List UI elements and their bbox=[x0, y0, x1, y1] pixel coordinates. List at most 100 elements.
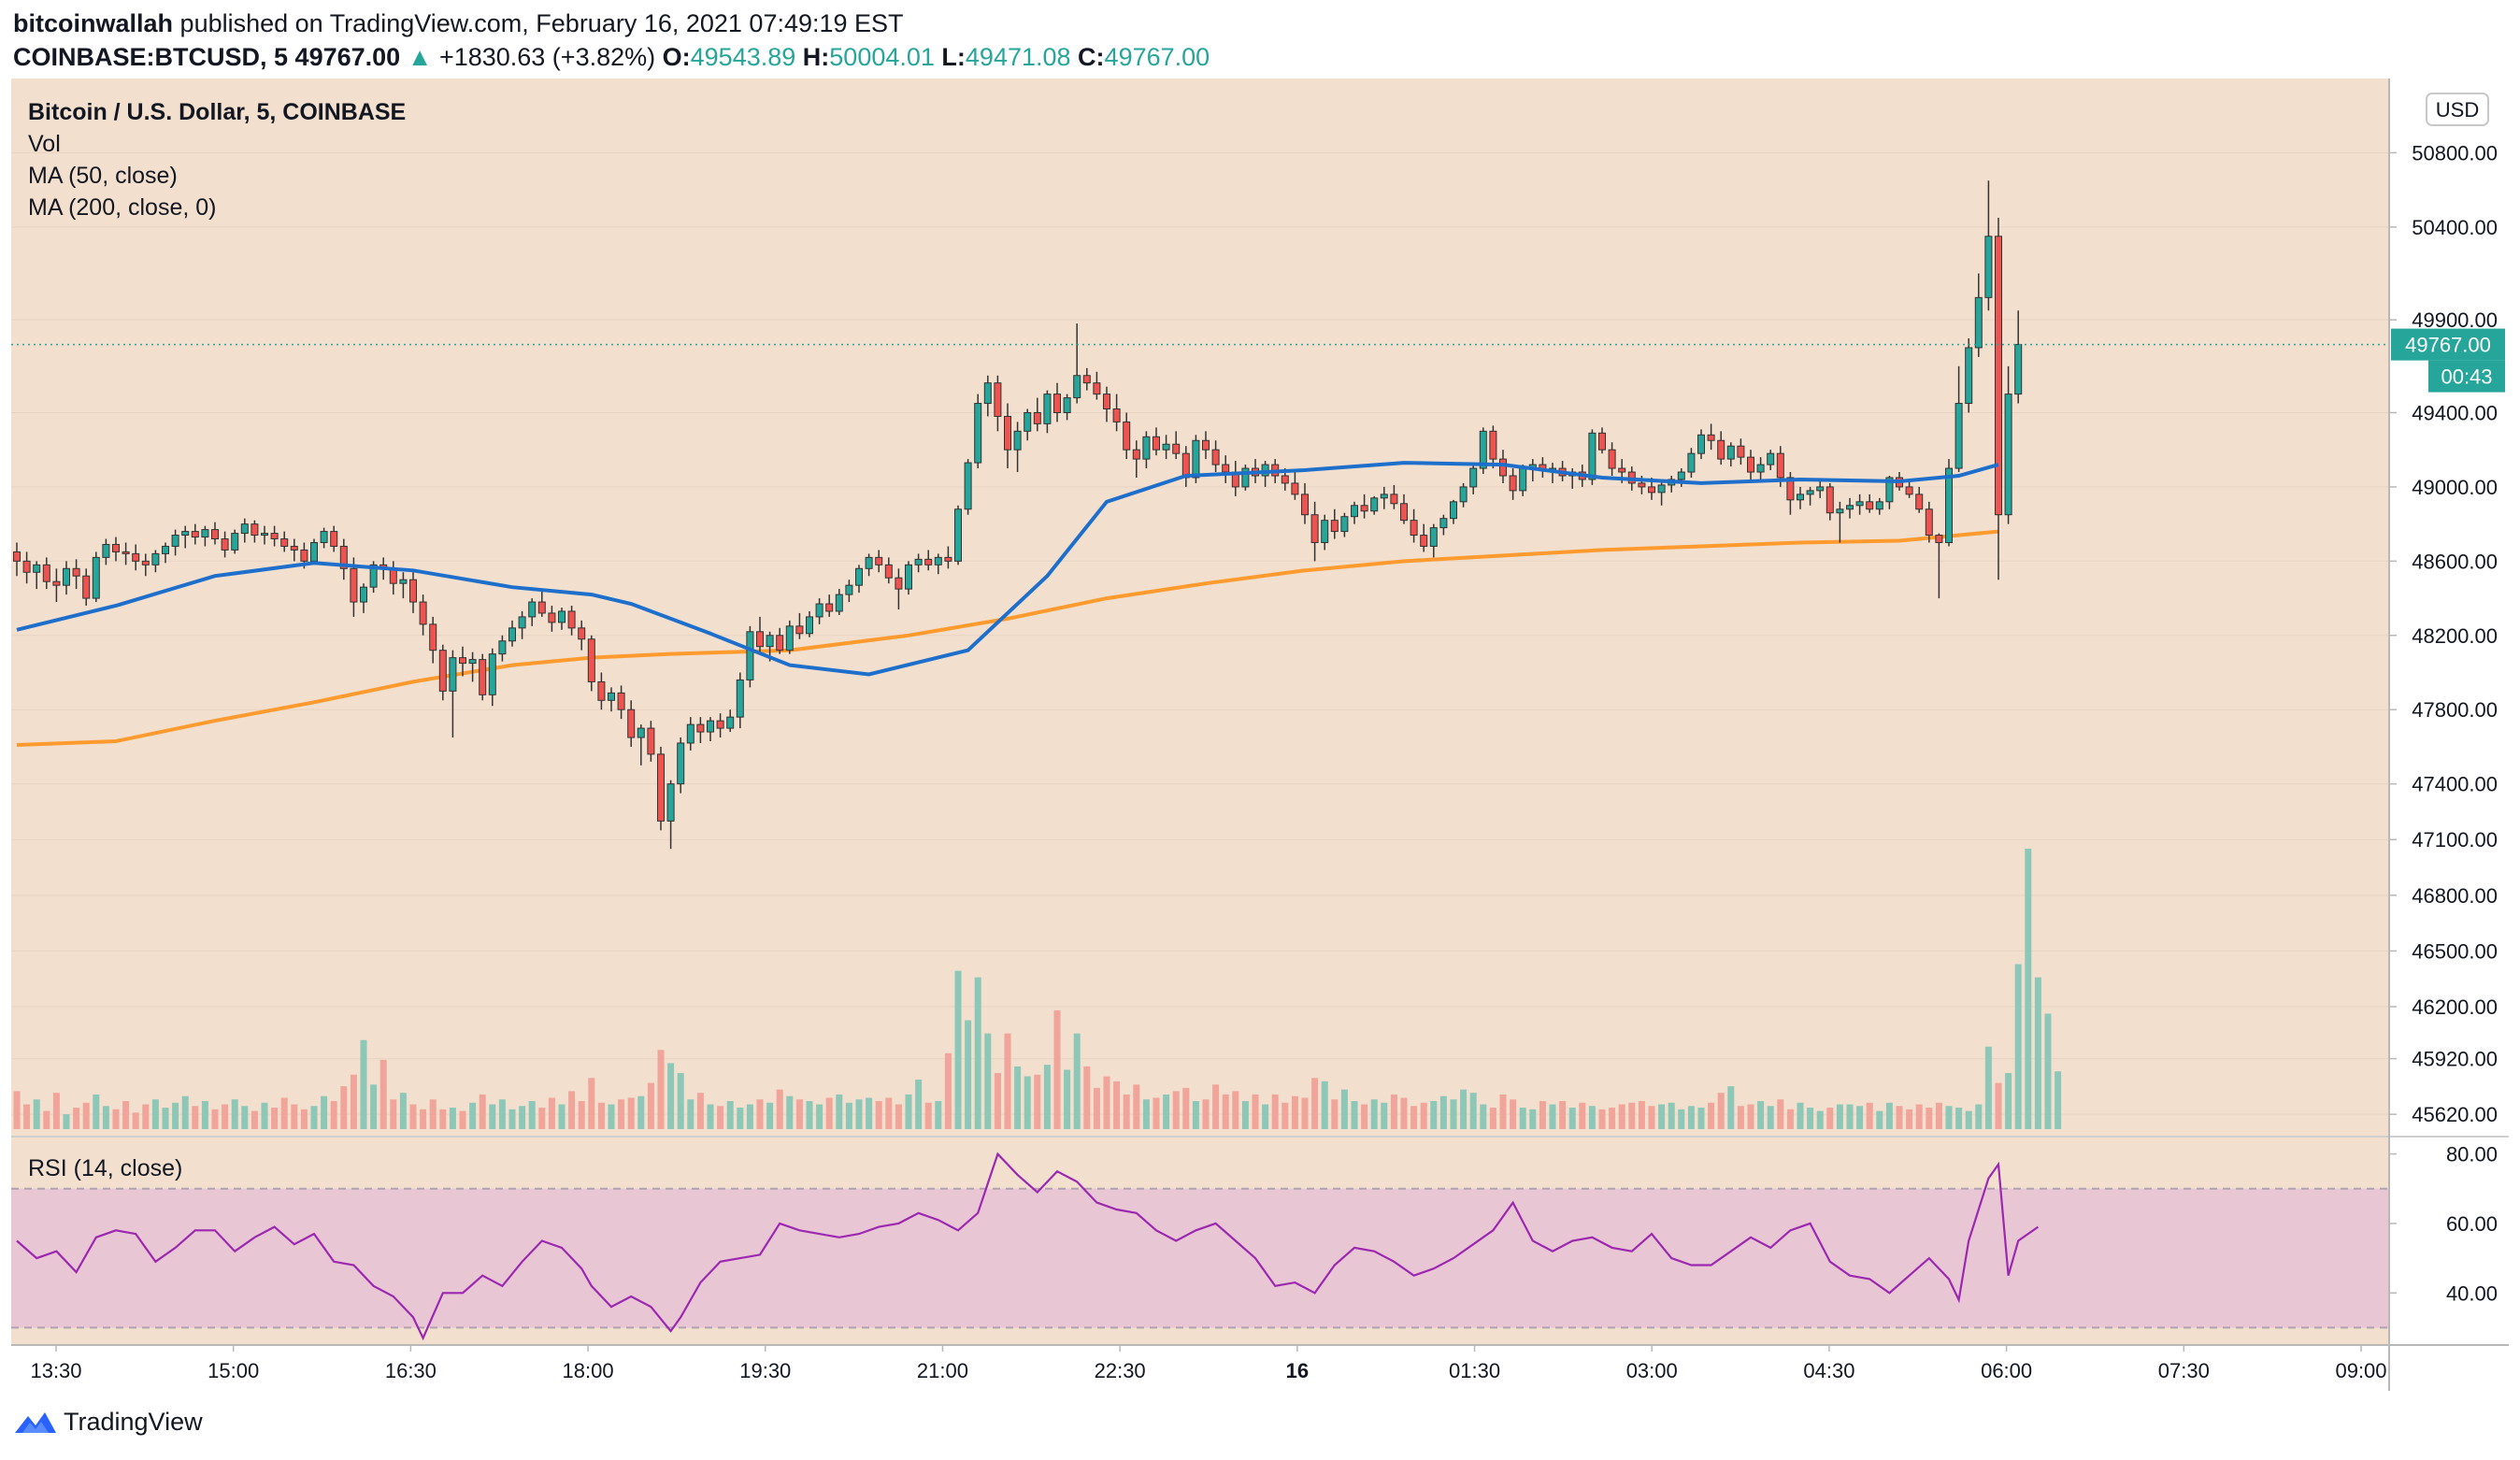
candle[interactable] bbox=[409, 572, 417, 613]
candle[interactable] bbox=[1073, 323, 1081, 404]
candle[interactable] bbox=[1351, 501, 1358, 524]
candle[interactable] bbox=[1984, 180, 1993, 311]
candle[interactable] bbox=[13, 542, 21, 577]
candle[interactable] bbox=[1310, 501, 1319, 562]
candle[interactable] bbox=[72, 559, 80, 590]
candle[interactable] bbox=[1915, 486, 1924, 513]
candle[interactable] bbox=[983, 375, 992, 417]
candle[interactable] bbox=[1033, 397, 1041, 432]
candle[interactable] bbox=[92, 551, 100, 603]
candle[interactable] bbox=[716, 713, 724, 738]
candle[interactable] bbox=[776, 627, 784, 654]
candle[interactable] bbox=[726, 709, 735, 733]
candle[interactable] bbox=[1469, 463, 1478, 494]
candle[interactable] bbox=[994, 375, 1002, 432]
candle[interactable] bbox=[1707, 423, 1715, 451]
candle[interactable] bbox=[1489, 425, 1497, 469]
footer[interactable]: TradingView bbox=[13, 1408, 203, 1437]
candle[interactable] bbox=[1390, 484, 1398, 509]
candle[interactable] bbox=[2004, 365, 2012, 524]
candle[interactable] bbox=[1400, 494, 1408, 524]
candle[interactable] bbox=[330, 525, 338, 552]
candle[interactable] bbox=[231, 529, 239, 554]
candle[interactable] bbox=[825, 594, 834, 617]
candle[interactable] bbox=[1965, 338, 1973, 413]
candle[interactable] bbox=[1291, 472, 1299, 500]
candle[interactable] bbox=[1836, 501, 1844, 543]
candle[interactable] bbox=[1202, 431, 1210, 460]
candle[interactable] bbox=[637, 724, 645, 766]
candle[interactable] bbox=[1172, 431, 1181, 460]
candle[interactable] bbox=[617, 685, 625, 720]
candle[interactable] bbox=[459, 646, 466, 677]
candle[interactable] bbox=[974, 394, 982, 469]
candle[interactable] bbox=[647, 721, 655, 762]
candle[interactable] bbox=[399, 572, 408, 599]
candle[interactable] bbox=[1945, 459, 1953, 547]
candle[interactable] bbox=[488, 648, 496, 707]
candle[interactable] bbox=[1995, 217, 2002, 580]
candle[interactable] bbox=[102, 538, 110, 565]
candle[interactable] bbox=[1846, 497, 1854, 519]
candle[interactable] bbox=[479, 653, 487, 701]
time-axis[interactable]: 13:30 15:00 16:30 18:00 19:30 21:00 22:30 16 01:… bbox=[30, 1345, 2387, 1382]
candle[interactable] bbox=[707, 717, 714, 741]
candle[interactable] bbox=[835, 589, 843, 615]
candle[interactable] bbox=[1925, 501, 1933, 543]
candle[interactable] bbox=[221, 531, 229, 558]
candle[interactable] bbox=[1024, 408, 1032, 441]
candle[interactable] bbox=[1211, 440, 1220, 473]
candle[interactable] bbox=[42, 557, 50, 590]
candle[interactable] bbox=[1429, 523, 1438, 558]
candle[interactable] bbox=[756, 616, 764, 654]
candle[interactable] bbox=[1974, 273, 1983, 357]
candle[interactable] bbox=[1806, 486, 1814, 506]
candle[interactable] bbox=[677, 737, 685, 794]
candle[interactable] bbox=[191, 523, 199, 545]
candle[interactable] bbox=[806, 610, 813, 637]
chart-container[interactable]: 50800.00 50400.00 49900.00 49400.00 49000.00… bbox=[11, 79, 2509, 1391]
candle[interactable] bbox=[815, 598, 823, 624]
candle[interactable] bbox=[845, 580, 853, 603]
candle[interactable] bbox=[240, 518, 249, 543]
candle[interactable] bbox=[1093, 371, 1101, 400]
candle[interactable] bbox=[1479, 427, 1487, 475]
candle[interactable] bbox=[537, 591, 546, 617]
candle[interactable] bbox=[339, 538, 348, 580]
candle[interactable] bbox=[22, 551, 31, 584]
candle[interactable] bbox=[508, 620, 516, 647]
candle[interactable] bbox=[280, 531, 289, 552]
candle[interactable] bbox=[360, 583, 367, 613]
candle[interactable] bbox=[905, 561, 912, 595]
candle[interactable] bbox=[855, 565, 863, 594]
candle[interactable] bbox=[558, 608, 566, 630]
candle[interactable] bbox=[627, 700, 636, 747]
candle[interactable] bbox=[162, 542, 169, 564]
candle[interactable] bbox=[211, 522, 219, 545]
candle[interactable] bbox=[895, 568, 903, 609]
candle[interactable] bbox=[132, 544, 140, 571]
candle[interactable] bbox=[1657, 479, 1666, 506]
candle[interactable] bbox=[122, 542, 130, 565]
candle[interactable] bbox=[1954, 365, 1963, 473]
candle[interactable] bbox=[528, 598, 537, 626]
candle[interactable] bbox=[1043, 390, 1052, 434]
candle[interactable] bbox=[1816, 480, 1825, 498]
candle[interactable] bbox=[171, 529, 179, 556]
candle[interactable] bbox=[33, 561, 41, 590]
candle[interactable] bbox=[1439, 514, 1448, 536]
candle[interactable] bbox=[1410, 508, 1418, 543]
candle[interactable] bbox=[1717, 431, 1725, 465]
candle[interactable] bbox=[1162, 435, 1170, 460]
candle[interactable] bbox=[1360, 494, 1368, 519]
candle[interactable] bbox=[2014, 310, 2023, 404]
candle[interactable] bbox=[1756, 457, 1765, 481]
candle[interactable] bbox=[795, 612, 804, 639]
candle[interactable] bbox=[1241, 465, 1250, 491]
price-chart[interactable]: 50800.00 50400.00 49900.00 49400.00 49000.00… bbox=[11, 79, 2509, 1391]
candle[interactable] bbox=[1132, 440, 1140, 478]
candle[interactable] bbox=[1747, 450, 1754, 480]
candle[interactable] bbox=[468, 651, 477, 682]
candle[interactable] bbox=[597, 672, 606, 710]
candle[interactable] bbox=[1370, 495, 1379, 515]
